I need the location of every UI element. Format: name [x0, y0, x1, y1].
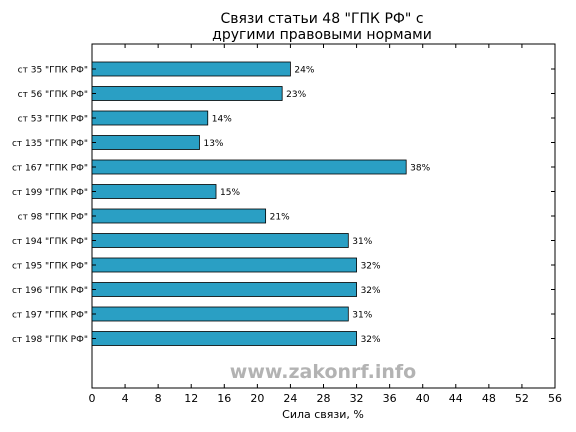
category-label: ст 196 "ГПК РФ" [12, 286, 88, 296]
bar [91, 282, 357, 297]
x-tick-label: 56 [548, 392, 562, 405]
category-label: ст 98 "ГПК РФ" [18, 213, 88, 223]
x-axis-label: Сила связи, % [282, 408, 364, 421]
x-tick-label: 28 [317, 392, 331, 405]
data-label: 24% [294, 66, 314, 76]
bar [91, 110, 209, 126]
x-tick-label: 20 [250, 392, 264, 405]
x-tick-label: 24 [283, 392, 297, 405]
data-label: 31% [352, 311, 372, 321]
data-label: 32% [361, 262, 381, 272]
category-label: ст 135 "ГПК РФ" [12, 139, 88, 149]
x-tick-label: 32 [350, 392, 364, 405]
data-label: 32% [361, 286, 381, 296]
bar [91, 159, 407, 175]
bar [91, 61, 291, 77]
x-tick-label: 52 [515, 392, 529, 405]
category-label: ст 35 "ГПК РФ" [18, 66, 88, 76]
category-label: ст 195 "ГПК РФ" [12, 262, 88, 272]
x-tick-label: 44 [449, 392, 463, 405]
x-tick-label: 4 [122, 392, 129, 405]
data-label: 38% [410, 164, 430, 174]
data-label: 31% [352, 237, 372, 247]
x-tick-label: 48 [482, 392, 496, 405]
data-label: 32% [361, 335, 381, 345]
data-label: 21% [270, 213, 290, 223]
bar [91, 257, 357, 273]
data-label: 23% [286, 90, 306, 100]
category-label: ст 194 "ГПК РФ" [12, 237, 88, 247]
x-tick-label: 12 [184, 392, 198, 405]
x-tick-label: 40 [416, 392, 430, 405]
category-label: ст 56 "ГПК РФ" [18, 90, 88, 100]
data-label: 14% [212, 115, 232, 125]
category-label: ст 198 "ГПК РФ" [12, 335, 88, 345]
category-label: ст 53 "ГПК РФ" [18, 115, 88, 125]
bar [91, 135, 200, 150]
data-label: 15% [220, 188, 240, 198]
bar [91, 331, 357, 346]
x-tick-label: 36 [383, 392, 397, 405]
bar [91, 184, 217, 199]
plot-area: ст 35 "ГПК РФ" 24% ст 56 "ГПК РФ" 23% ст 53 … [12, 43, 562, 405]
category-label: ст 197 "ГПК РФ" [12, 311, 88, 321]
category-label: ст 199 "ГПК РФ" [12, 188, 88, 198]
x-tick-label: 8 [155, 392, 162, 405]
bar [91, 208, 267, 224]
data-label: 13% [203, 139, 223, 149]
x-tick-label: 0 [89, 392, 96, 405]
chart-title-line-2: другими правовыми нормами [212, 27, 432, 43]
chart-title-line-1: Связи статьи 48 "ГПК РФ" с [220, 11, 423, 27]
watermark: www.zakonrf.info [230, 361, 416, 383]
bar [91, 233, 349, 248]
bar [91, 306, 349, 322]
category-label: ст 167 "ГПК РФ" [12, 164, 88, 174]
x-tick-label: 16 [217, 392, 231, 405]
bar [91, 86, 283, 101]
